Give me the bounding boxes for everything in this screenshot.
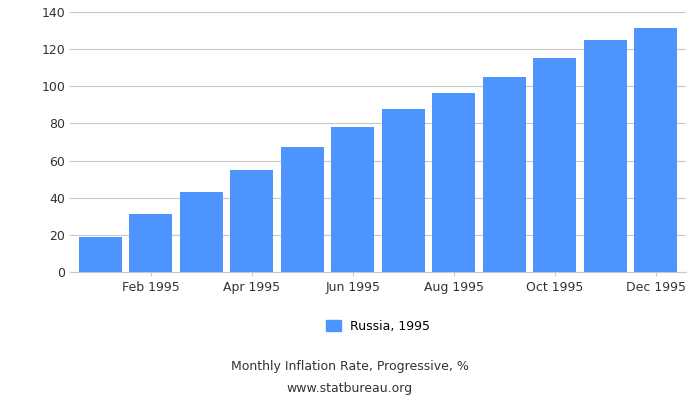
Legend: Russia, 1995: Russia, 1995 xyxy=(326,320,430,333)
Bar xyxy=(584,40,626,272)
Bar xyxy=(433,93,475,272)
Bar xyxy=(331,127,374,272)
Text: Monthly Inflation Rate, Progressive, %: Monthly Inflation Rate, Progressive, % xyxy=(231,360,469,373)
Text: www.statbureau.org: www.statbureau.org xyxy=(287,382,413,395)
Bar xyxy=(634,28,677,272)
Bar xyxy=(533,58,576,272)
Bar xyxy=(79,237,122,272)
Bar xyxy=(130,214,172,272)
Bar xyxy=(483,77,526,272)
Bar xyxy=(382,108,425,272)
Bar xyxy=(281,147,323,272)
Bar xyxy=(230,170,273,272)
Bar xyxy=(180,192,223,272)
